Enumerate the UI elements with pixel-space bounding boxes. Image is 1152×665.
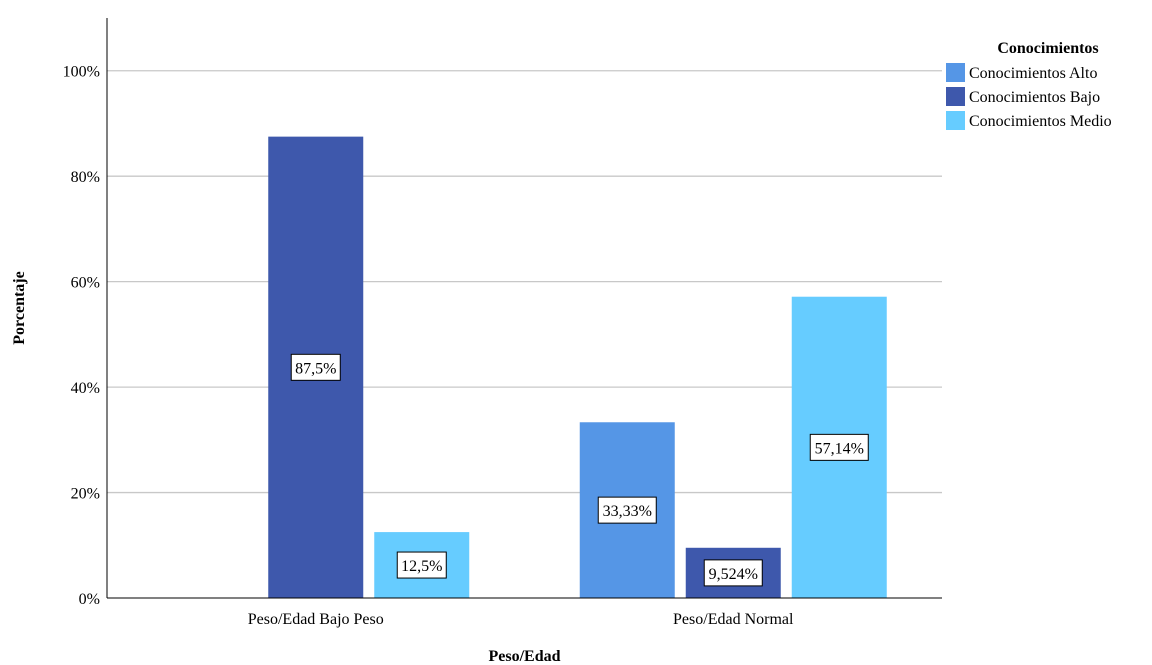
- data-label-box: [396, 551, 447, 579]
- legend-item: Conocimientos Medio: [969, 113, 1112, 130]
- y-tick-label: 20%: [71, 486, 100, 503]
- x-tick-labels: Peso/Edad Bajo Peso Peso/Edad Normal: [248, 611, 794, 628]
- bars: [268, 136, 887, 599]
- data-label-box: [597, 496, 657, 524]
- y-axis-title: Porcentaje: [11, 271, 28, 344]
- data-label: 33,33%: [603, 503, 652, 520]
- y-tick-label: 0%: [79, 591, 100, 608]
- x-axis-title: Peso/Edad: [488, 648, 560, 665]
- x-tick-label: Peso/Edad Bajo Peso: [248, 611, 384, 628]
- data-label: 9,524%: [709, 566, 758, 583]
- data-label: 12,5%: [401, 558, 442, 575]
- x-tick-label: Peso/Edad Normal: [673, 611, 794, 628]
- legend-swatch: [946, 111, 965, 130]
- y-tick-label: 80%: [71, 169, 100, 186]
- data-label: 87,5%: [295, 360, 336, 377]
- legend: Conocimientos Conocimientos Alto Conocimi…: [946, 40, 1112, 130]
- legend-item: Conocimientos Bajo: [969, 89, 1100, 106]
- data-label-box: [290, 353, 341, 381]
- data-label: 57,14%: [815, 440, 864, 457]
- legend-title: Conocimientos: [997, 40, 1098, 57]
- legend-item: Conocimientos Alto: [969, 65, 1097, 82]
- y-tick-label: 40%: [71, 380, 100, 397]
- y-tick-labels: 0% 20% 40% 60% 80% 100%: [63, 64, 100, 608]
- data-label-box: [809, 433, 869, 461]
- y-tick-label: 100%: [63, 64, 100, 81]
- data-label-box: [703, 559, 763, 587]
- y-tick-label: 60%: [71, 275, 100, 292]
- legend-swatch: [946, 63, 965, 82]
- legend-swatch: [946, 87, 965, 106]
- data-labels: 87,5% 12,5% 33,33% 9,524% 57,14%: [290, 353, 869, 587]
